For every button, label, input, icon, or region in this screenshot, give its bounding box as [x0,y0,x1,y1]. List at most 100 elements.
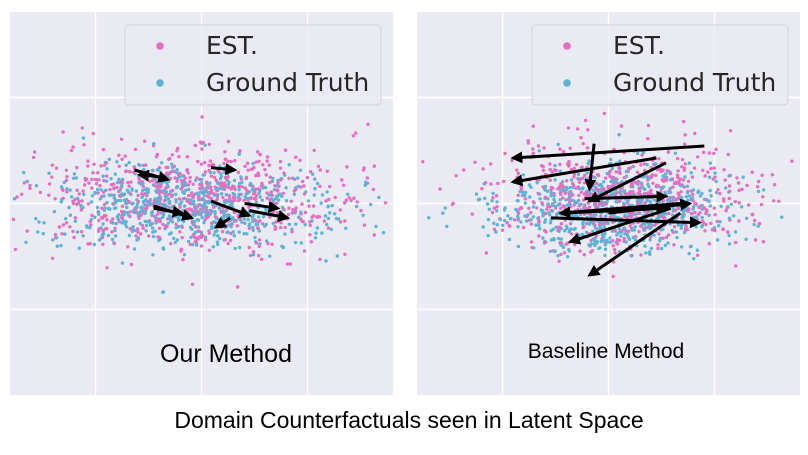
point-ground-truth [203,189,207,194]
point-ground-truth [68,188,72,192]
point-est [661,199,666,203]
point-ground-truth [126,213,131,217]
point-est [615,242,620,246]
point-ground-truth [104,179,109,183]
point-est [82,143,86,147]
point-est [91,131,96,136]
point-est [185,199,189,203]
counterfactual-arrow [550,216,702,229]
point-ground-truth [36,230,40,234]
point-ground-truth [182,191,186,195]
point-est [618,171,622,175]
point-ground-truth [287,163,291,167]
point-ground-truth [608,236,612,240]
point-est [343,252,347,256]
point-ground-truth [599,226,604,231]
point-est [521,225,526,230]
point-est [256,226,260,230]
point-est [548,178,552,182]
point-ground-truth [567,230,571,234]
point-ground-truth [112,206,117,210]
point-est [602,187,606,191]
point-ground-truth [538,197,542,201]
point-est [209,174,214,178]
counterfactual-arrow [510,156,657,187]
point-ground-truth [228,223,232,227]
point-est [89,223,93,227]
point-est [777,199,781,203]
point-est [77,199,81,203]
point-est [129,180,133,184]
point-ground-truth [150,210,155,214]
legend-baseline-method: EST. Ground Truth [531,24,789,106]
point-ground-truth [63,232,67,236]
point-ground-truth [110,237,115,242]
point-est [102,163,107,167]
point-ground-truth [138,181,142,185]
point-est [344,198,348,202]
point-ground-truth [263,224,267,228]
point-ground-truth [699,204,703,208]
point-ground-truth [542,187,547,192]
point-est [735,176,739,180]
point-ground-truth [251,225,255,230]
point-est [580,176,585,180]
point-ground-truth [191,242,195,247]
point-ground-truth [112,193,116,197]
point-ground-truth [151,234,156,239]
point-ground-truth [124,163,128,167]
point-ground-truth [559,237,563,241]
point-ground-truth [567,195,572,199]
point-est [258,219,262,223]
point-ground-truth [626,199,630,203]
point-ground-truth [260,198,264,202]
point-est [365,176,369,180]
point-ground-truth [200,208,204,212]
point-ground-truth [593,239,597,243]
point-est [686,179,691,183]
point-est [79,230,84,234]
point-est [526,141,530,145]
point-ground-truth [233,246,237,251]
point-est [115,185,119,190]
point-est [687,207,691,211]
point-est [664,235,669,239]
point-ground-truth [565,187,569,192]
point-est [574,162,579,167]
point-ground-truth [344,226,348,230]
point-est [158,219,162,224]
point-ground-truth [231,191,235,196]
point-est [119,209,124,214]
point-ground-truth [218,236,222,241]
point-est [713,213,717,217]
point-est [71,229,75,234]
point-ground-truth [323,214,328,218]
point-est [702,206,706,210]
point-est [188,200,192,205]
point-est [267,163,271,167]
point-ground-truth [615,233,619,237]
point-est [718,191,722,196]
point-est [577,180,582,184]
point-est [99,164,103,168]
point-est [198,186,202,191]
point-est [179,186,184,191]
point-ground-truth [138,221,142,226]
point-est [139,232,143,236]
point-est [290,211,294,215]
point-ground-truth [727,242,732,246]
point-ground-truth [514,207,518,212]
point-est [500,228,505,232]
point-est [128,169,132,174]
point-ground-truth [578,202,582,207]
point-est [515,175,519,179]
point-est [287,176,291,180]
point-est [209,191,214,195]
point-ground-truth [62,180,66,185]
point-est [75,165,79,170]
point-ground-truth [659,246,664,251]
point-ground-truth [205,185,210,189]
point-est [254,160,258,164]
point-ground-truth [213,211,217,216]
point-est [590,249,595,253]
